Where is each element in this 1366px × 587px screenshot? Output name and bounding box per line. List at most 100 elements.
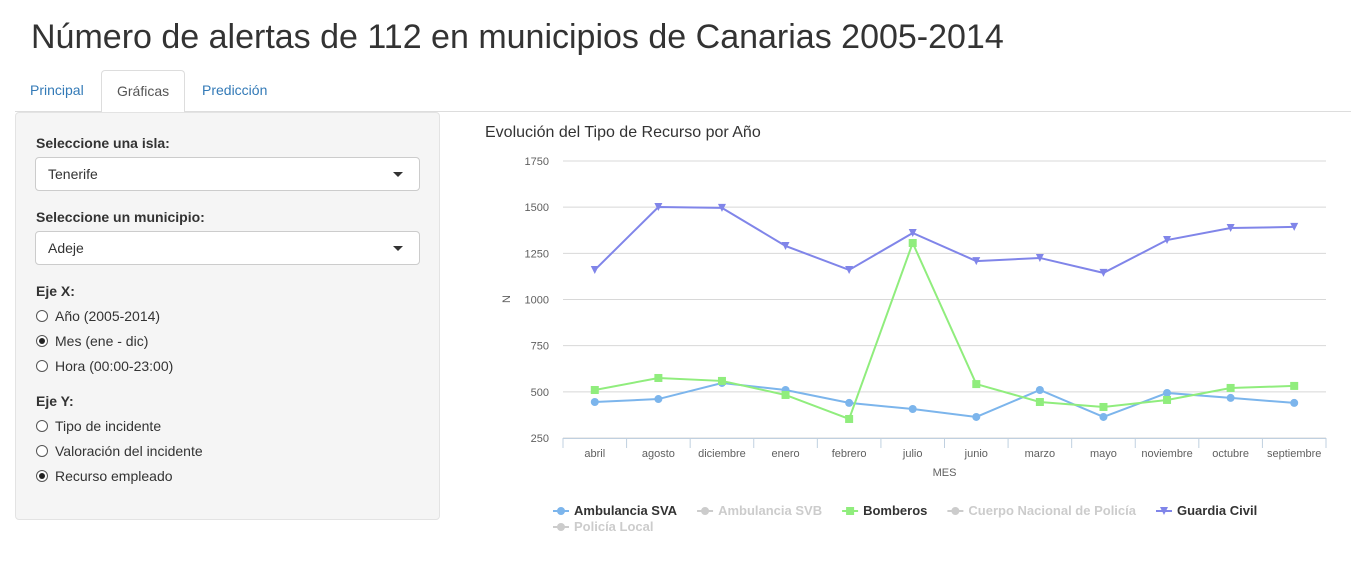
legend-label: Ambulancia SVA [574,503,678,518]
point [908,238,917,247]
tab-bar: Principal Gráficas Predicción [15,70,1351,113]
y-tick-label: 1750 [525,156,549,168]
radio-label: Tipo de incidente [55,418,162,434]
point [654,202,663,211]
legend-label: Cuerpo Nacional de Policía [968,503,1136,518]
radio-button[interactable] [36,360,48,372]
radio-option[interactable]: Tipo de incidente [36,418,161,434]
y-tick-label: 1000 [525,295,549,307]
legend-symbol [701,507,710,515]
x-tick-label: agosto [642,448,675,460]
legend-symbol [557,523,565,531]
y-tick-label: 500 [531,387,549,399]
legend-item[interactable]: Bomberos [842,503,927,518]
x-tick-label: octubre [1212,448,1249,460]
radio-option[interactable]: Recurso empleado [36,468,173,484]
point [1099,268,1108,277]
x-tick-label: septiembre [1267,448,1321,460]
point [1163,395,1172,404]
point [654,395,663,404]
point [1163,388,1172,397]
radio-button[interactable] [36,470,48,482]
municipality-label: Seleccione un municipio: [36,209,205,225]
radio-label: Mes (ene - dic) [55,333,149,349]
x-tick-label: mayo [1090,448,1117,460]
y-axis-title: N [501,295,513,303]
point [717,203,726,212]
point [1035,397,1044,406]
chart: Evolución del Tipo de Recurso por Año 250… [485,124,1327,534]
sidebar: Seleccione una isla: Tenerife Seleccione… [15,112,440,520]
tab[interactable]: Gráficas [101,70,186,113]
point [1163,236,1172,245]
series-line [594,381,1295,419]
legend-label: Bomberos [863,503,927,518]
point [1099,402,1108,411]
radio-label: Hora (00:00-23:00) [55,358,174,374]
point [654,373,663,382]
island-label: Seleccione una isla: [36,135,170,151]
radio-label: Año (2005-2014) [55,308,161,324]
point [845,398,854,407]
x-tick-label: febrero [832,448,867,460]
point [590,385,599,394]
x-tick-label: abril [584,448,605,460]
y-axis-label: Eje Y: [36,393,74,409]
point [972,380,981,389]
point [972,412,981,421]
island-select[interactable]: Tenerife [35,157,420,191]
page-title: Número de alertas de 112 en municipios d… [31,18,1004,56]
legend-symbol [557,507,565,515]
y-tick-label: 1250 [525,248,549,260]
point [972,257,981,266]
x-tick-label: julio [902,448,923,460]
y-tick-label: 250 [531,433,549,445]
point [781,390,790,399]
point [1226,383,1235,392]
point [1099,412,1108,421]
point [1035,253,1044,262]
legend-label: Guardia Civil [1177,503,1257,518]
point [908,229,917,238]
radio-button[interactable] [36,420,48,432]
point [1290,381,1299,390]
chart-title: Evolución del Tipo de Recurso por Año [485,124,761,141]
x-tick-label: enero [771,448,799,460]
point [717,376,726,385]
radio-label: Valoración del incidente [55,443,203,459]
legend-item[interactable]: Policía Local [553,519,653,534]
legend-item[interactable]: Cuerpo Nacional de Policía [947,503,1137,518]
legend-item[interactable]: Guardia Civil [1156,503,1257,518]
point [1035,385,1044,394]
point [908,405,917,414]
point [845,265,854,274]
radio-label: Recurso empleado [55,468,173,484]
radio-option[interactable]: Año (2005-2014) [36,308,160,324]
radio-option[interactable]: Mes (ene - dic) [36,333,148,349]
point [1290,222,1299,231]
legend-symbol [951,507,960,515]
x-tick-label: junio [964,448,988,460]
municipality-select[interactable]: Adeje [35,231,420,265]
tab[interactable]: Principal [30,82,84,98]
y-tick-label: 1500 [525,202,549,214]
point [1290,398,1299,407]
radio-button[interactable] [36,310,48,322]
legend-label: Policía Local [574,519,653,534]
radio-button[interactable] [36,335,48,347]
series-line [594,240,1295,421]
legend-item[interactable]: Ambulancia SVB [697,503,822,518]
point [845,414,854,423]
x-tick-label: diciembre [698,448,746,460]
x-axis-title: MES [933,467,957,479]
legend-item[interactable]: Ambulancia SVA [553,503,678,518]
point [781,241,790,250]
tab[interactable]: Predicción [202,82,268,98]
radio-option[interactable]: Valoración del incidente [36,443,203,459]
radio-button[interactable] [36,445,48,457]
radio-option[interactable]: Hora (00:00-23:00) [36,358,173,374]
point [1226,224,1235,233]
point [590,397,599,406]
point [1226,393,1235,402]
